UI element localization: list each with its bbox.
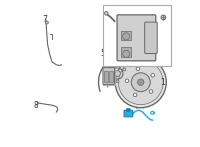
Circle shape [149,90,153,93]
Circle shape [115,71,120,76]
Text: 2: 2 [130,59,134,68]
FancyBboxPatch shape [127,109,130,111]
FancyBboxPatch shape [124,110,133,117]
Bar [121,47,131,57]
Bar [103,5,171,66]
Text: 1: 1 [160,78,165,87]
Circle shape [125,79,129,82]
Text: 8: 8 [34,101,38,110]
Text: 6: 6 [124,110,129,119]
Text: 3: 3 [108,59,113,68]
Circle shape [108,61,116,70]
Circle shape [161,15,166,20]
Circle shape [123,50,130,57]
Text: 4: 4 [103,6,108,15]
Text: 5: 5 [100,49,105,58]
Circle shape [110,64,114,67]
Bar [109,71,113,81]
Circle shape [118,60,163,105]
FancyBboxPatch shape [103,68,115,84]
FancyBboxPatch shape [117,15,156,61]
Circle shape [123,68,126,71]
Circle shape [133,93,137,97]
Text: 7: 7 [42,15,47,24]
Circle shape [136,67,140,70]
Circle shape [138,79,144,85]
Bar [121,31,131,40]
Circle shape [151,74,154,77]
Circle shape [115,57,166,108]
Bar [104,71,108,81]
Circle shape [105,12,108,15]
Circle shape [116,80,119,83]
FancyBboxPatch shape [145,22,157,54]
Bar [103,68,115,85]
Circle shape [109,68,112,71]
Circle shape [131,73,150,92]
Circle shape [45,21,48,24]
Circle shape [123,33,130,40]
